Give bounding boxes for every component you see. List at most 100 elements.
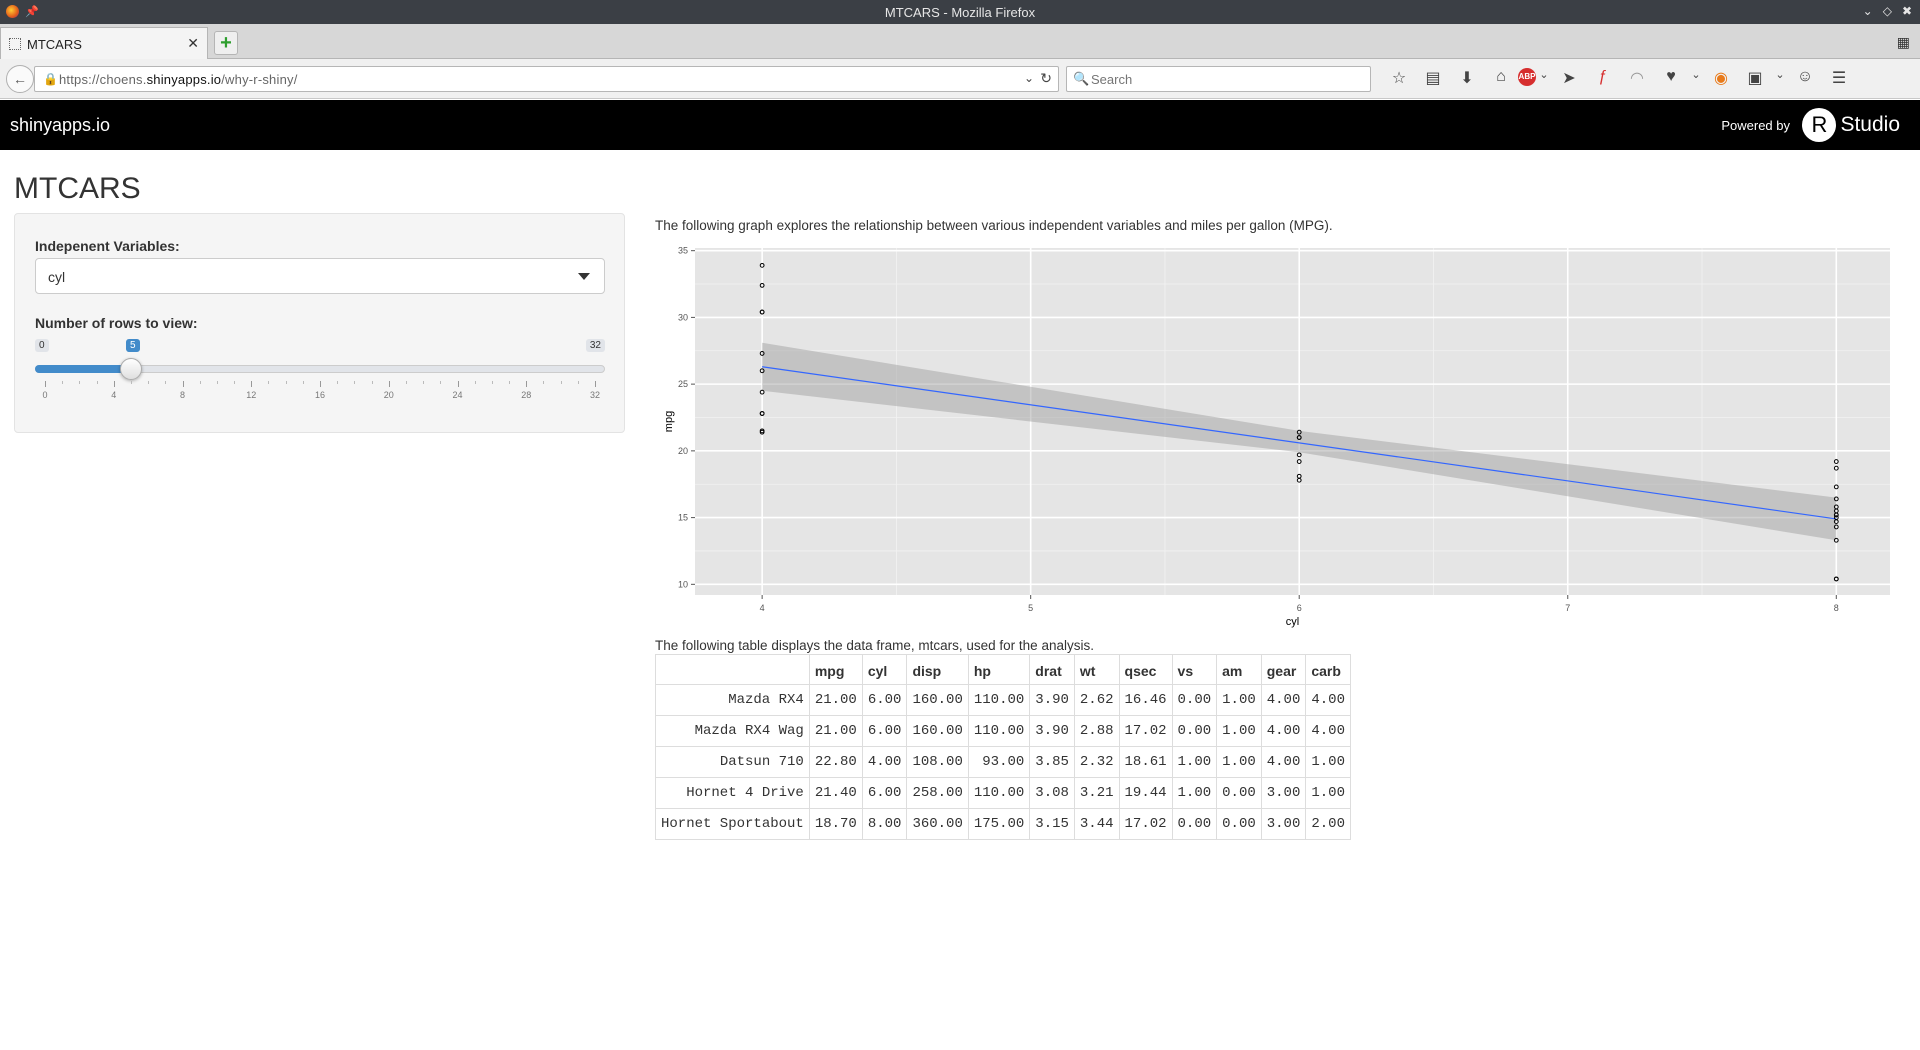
slider-minor-tick	[79, 381, 81, 384]
page-favicon-icon	[9, 38, 21, 50]
window-titlebar: 📌 MTCARS - Mozilla Firefox ⌄ ◇ ✖	[0, 0, 1920, 24]
search-input[interactable]	[1091, 70, 1361, 88]
data-point	[759, 389, 765, 395]
slider-minor-tick	[199, 381, 201, 384]
download-icon[interactable]: ⬇	[1460, 70, 1474, 87]
search-bar[interactable]: 🔍	[1066, 66, 1371, 92]
paper-plane-icon[interactable]: ➤	[1562, 70, 1576, 87]
lock-icon: 🔒	[43, 72, 58, 86]
minimize-icon[interactable]: ⌄	[1862, 4, 1873, 18]
table-cell: 258.00	[906, 777, 969, 809]
pocket-dropdown-icon[interactable]: ⌄	[1691, 69, 1701, 81]
table-cell: 1.00	[1171, 777, 1218, 809]
tab-groups-icon[interactable]: ▦	[1896, 34, 1910, 50]
chat-icon[interactable]: ☺	[1796, 68, 1814, 85]
slider-handle[interactable]	[119, 358, 142, 380]
column-header: gear	[1260, 654, 1307, 685]
slider-tick	[457, 381, 459, 387]
slider-tick	[251, 381, 253, 387]
close-tab-icon[interactable]: ✕	[187, 35, 199, 51]
tab-mtcars[interactable]: MTCARS ✕	[0, 27, 208, 59]
brand-link[interactable]: shinyapps.io	[10, 115, 111, 135]
table-cell: 3.44	[1073, 808, 1120, 840]
table-cell: 4.00	[861, 746, 908, 778]
table-cell: 18.61	[1118, 746, 1173, 778]
table-cell: 4.00	[1305, 684, 1351, 716]
table-cell: 22.80	[808, 746, 863, 778]
slider-tick	[182, 381, 184, 387]
data-point	[1833, 484, 1839, 490]
table-cell: 17.02	[1118, 808, 1173, 840]
slider-tick	[388, 381, 390, 387]
pin-icon[interactable]: 📌	[25, 6, 39, 18]
rstudio-logo[interactable]: R Studio	[1802, 108, 1900, 142]
table-row: Hornet Sportabout 18.70 8.00 360.00 175.00 3.…	[655, 808, 1351, 840]
y-tick-label: 15	[678, 513, 688, 523]
plot-panel	[695, 248, 1890, 595]
variable-label: Indepenent Variables:	[35, 238, 180, 254]
table-cell: 3.90	[1029, 715, 1075, 747]
rss-icon[interactable]: ◠	[1630, 70, 1644, 87]
close-window-icon[interactable]: ✖	[1901, 4, 1912, 18]
table-cell: 110.00	[967, 715, 1031, 747]
table-cell: 19.44	[1118, 777, 1173, 809]
maximize-icon[interactable]: ◇	[1882, 4, 1892, 18]
data-point	[1296, 459, 1302, 464]
data-point	[1296, 452, 1302, 458]
nav-bar: ← 🔒 https://choens.shinyapps.io/why-r-sh…	[0, 59, 1920, 99]
slider-tick-label: 32	[589, 390, 601, 400]
abp-icon[interactable]: ABP	[1518, 68, 1536, 86]
url-history-dropdown-icon[interactable]: ⌄	[1023, 71, 1034, 85]
home-icon[interactable]: ⌂	[1496, 68, 1506, 85]
table-cell: 6.00	[861, 684, 908, 716]
slider-tick-label: 20	[383, 390, 394, 400]
abp-dropdown-icon[interactable]: ⌄	[1539, 69, 1549, 81]
pocket-icon[interactable]: ♥	[1666, 68, 1676, 85]
firefox-logo-icon	[6, 5, 19, 18]
slider-tick-label: 4	[111, 390, 117, 400]
variable-select[interactable]: cyl	[35, 258, 605, 294]
table-cell: 3.00	[1260, 777, 1307, 809]
mtcars-table: mpg cyl disp hp drat wt qsec vs am gear carb Mazda…	[655, 654, 1351, 840]
table-cell: Datsun 710	[655, 746, 810, 778]
table-cell: 2.88	[1073, 715, 1120, 747]
slider-value-label: 5	[125, 339, 140, 352]
x-tick-label: 6	[1297, 603, 1302, 613]
camera-dropdown-icon[interactable]: ⌄	[1775, 69, 1785, 81]
star-icon[interactable]: ☆	[1391, 70, 1407, 87]
column-header: drat	[1029, 654, 1075, 685]
data-point	[759, 351, 765, 356]
new-tab-button[interactable]: +	[214, 31, 238, 55]
column-header: am	[1216, 654, 1262, 685]
rows-slider[interactable]: 0 5 32 0 4 8 12 16 20 24 28 32	[35, 339, 605, 409]
table-cell: 1.00	[1216, 715, 1262, 747]
y-tick-label: 30	[678, 312, 688, 322]
flash-icon[interactable]: ƒ	[1598, 68, 1608, 85]
addon-icon[interactable]: ◉	[1714, 70, 1728, 87]
slider-minor-tick	[268, 381, 270, 384]
slider-minor-tick	[371, 381, 373, 384]
table-row: Datsun 710 22.80 4.00 108.00 93.00 3.85 2.32 18…	[655, 746, 1351, 778]
hamburger-icon[interactable]: ☰	[1831, 70, 1847, 87]
table-cell: 3.08	[1029, 777, 1075, 809]
slider-minor-tick	[405, 381, 407, 384]
table-cell: 0.00	[1171, 715, 1218, 747]
data-point	[1296, 477, 1302, 483]
slider-minor-tick	[577, 381, 579, 384]
slider-tick	[595, 381, 596, 387]
back-button[interactable]: ←	[6, 65, 34, 93]
table-row: Mazda RX4 21.00 6.00 160.00 110.00 3.90 2.62 16…	[655, 684, 1351, 716]
y-tick-label: 20	[678, 446, 688, 456]
url-text[interactable]: https://choens.shinyapps.io/why-r-shiny/	[59, 72, 298, 87]
url-bar[interactable]: 🔒 https://choens.shinyapps.io/why-r-shin…	[34, 66, 1059, 92]
reload-icon[interactable]: ↻	[1040, 70, 1052, 86]
column-header: wt	[1073, 654, 1120, 685]
table-cell: 18.70	[808, 808, 863, 840]
camera-icon[interactable]: ▣	[1747, 70, 1763, 87]
x-tick-label: 8	[1834, 603, 1839, 613]
y-tick-label: 25	[678, 379, 688, 389]
column-header	[655, 654, 810, 685]
powered-by-label: Powered by	[1721, 118, 1790, 133]
table-cell: 16.46	[1118, 684, 1173, 716]
clipboard-icon[interactable]: ▤	[1425, 70, 1441, 87]
